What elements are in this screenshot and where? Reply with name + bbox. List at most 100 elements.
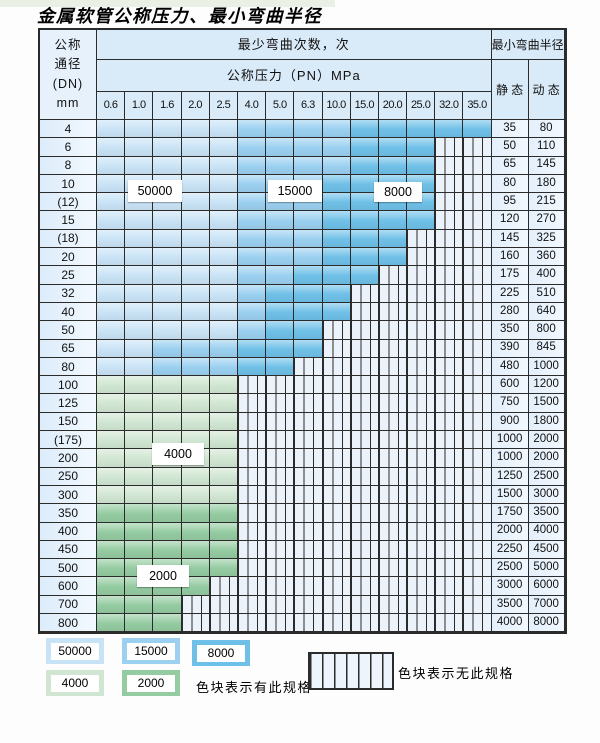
no-spec-cell	[378, 614, 408, 633]
legend-unavailable-note: 色块表示无此规格	[398, 666, 515, 681]
spec-cell	[125, 120, 154, 139]
no-spec-cell	[294, 614, 323, 633]
spec-cell	[266, 266, 295, 285]
dynamic-radius-value: 3500	[528, 504, 565, 523]
spec-cell	[294, 321, 323, 340]
spec-cell	[181, 248, 210, 267]
spec-cell	[294, 211, 323, 230]
no-spec-cell	[407, 449, 436, 468]
spec-cell	[125, 467, 154, 486]
legend-swatch-4000: 4000	[46, 670, 104, 696]
spec-cell	[435, 120, 464, 139]
no-spec-cell	[322, 412, 351, 432]
no-spec-cell	[435, 229, 464, 249]
spec-cell	[294, 248, 323, 267]
no-spec-cell	[378, 485, 408, 505]
spec-cell	[153, 138, 182, 157]
dynamic-radius-value: 640	[528, 302, 565, 322]
no-spec-cell	[322, 357, 351, 377]
dn-label: 15	[40, 211, 97, 230]
no-spec-cell	[435, 156, 464, 175]
spec-cell	[125, 339, 154, 358]
dn-label: 25	[40, 266, 97, 285]
static-radius-value: 390	[491, 339, 529, 358]
static-radius-value: 35	[491, 120, 529, 139]
no-spec-cell	[463, 302, 492, 322]
no-spec-cell	[435, 504, 464, 523]
spec-cell	[378, 248, 408, 267]
static-radius-value: 120	[491, 211, 529, 230]
spec-cell	[153, 376, 182, 395]
spec-cell	[97, 266, 126, 285]
no-spec-cell	[407, 229, 436, 249]
no-spec-cell	[378, 577, 408, 596]
header-dn-line: (DN)	[52, 76, 84, 91]
no-spec-cell	[237, 504, 267, 523]
spec-cell	[181, 467, 210, 486]
legend-swatch-8000: 8000	[192, 640, 250, 666]
no-spec-cell	[435, 540, 464, 560]
dynamic-radius-value: 1000	[528, 357, 565, 377]
spec-cell	[97, 174, 126, 194]
spec-cell	[125, 156, 154, 175]
spec-cell	[237, 229, 267, 249]
no-spec-cell	[407, 522, 436, 541]
cycle-count-label: 8000	[374, 182, 422, 202]
no-spec-cell	[435, 449, 464, 468]
no-spec-cell	[435, 559, 464, 578]
spec-cell	[125, 357, 154, 377]
spec-cell	[181, 357, 210, 377]
spec-cell	[350, 138, 379, 157]
dn-label: 125	[40, 394, 97, 413]
no-spec-cell	[350, 284, 379, 303]
spec-cell	[97, 449, 126, 468]
spec-cell	[350, 120, 379, 139]
dn-label: (12)	[40, 193, 97, 212]
no-spec-cell	[237, 431, 267, 450]
dynamic-radius-value: 1800	[528, 412, 565, 432]
no-spec-cell	[435, 431, 464, 450]
static-radius-value: 750	[491, 394, 529, 413]
static-radius-value: 3500	[491, 595, 529, 615]
no-spec-cell	[407, 595, 436, 615]
no-spec-cell	[463, 412, 492, 432]
spec-cell	[181, 211, 210, 230]
spec-cell	[237, 339, 267, 358]
spec-cell	[322, 193, 351, 212]
no-spec-cell	[322, 467, 351, 486]
no-spec-cell	[266, 540, 295, 560]
spec-cell	[266, 248, 295, 267]
spec-cell	[97, 559, 126, 578]
spec-cell	[322, 284, 351, 303]
spec-cell	[209, 174, 238, 194]
spec-cell	[125, 321, 154, 340]
no-spec-cell	[266, 614, 295, 633]
no-spec-cell	[322, 540, 351, 560]
spec-cell	[237, 321, 267, 340]
no-spec-cell	[266, 577, 295, 596]
no-spec-cell	[322, 522, 351, 541]
no-spec-cell	[294, 431, 323, 450]
spec-cell	[209, 156, 238, 175]
no-spec-cell	[237, 412, 267, 432]
spec-cell	[125, 485, 154, 505]
spec-cell	[97, 394, 126, 413]
spec-cell	[153, 394, 182, 413]
spec-cell	[181, 229, 210, 249]
spec-cell	[153, 595, 182, 615]
no-spec-cell	[378, 284, 408, 303]
dn-label: 20	[40, 248, 97, 267]
spec-cell	[125, 229, 154, 249]
spec-cell	[237, 211, 267, 230]
no-spec-cell	[237, 522, 267, 541]
spec-cell	[97, 540, 126, 560]
spec-cell	[237, 138, 267, 157]
no-spec-cell	[407, 467, 436, 486]
no-spec-cell	[407, 376, 436, 395]
no-spec-cell	[407, 540, 436, 560]
spec-cell	[97, 431, 126, 450]
no-spec-cell	[435, 614, 464, 633]
legend-swatch-value: 8000	[197, 644, 245, 662]
spec-cell	[209, 321, 238, 340]
dn-label: 350	[40, 504, 97, 523]
